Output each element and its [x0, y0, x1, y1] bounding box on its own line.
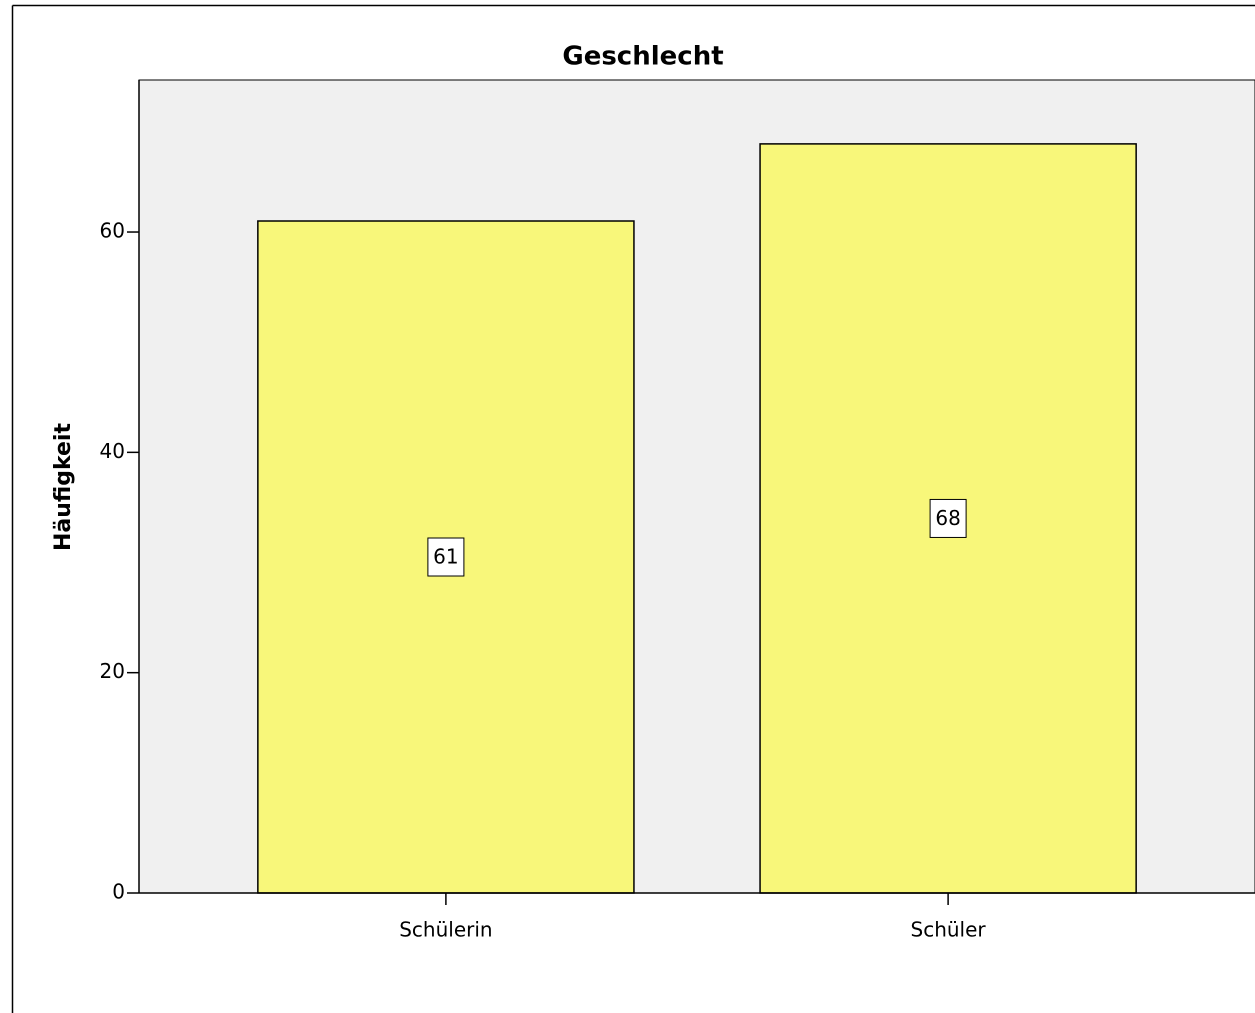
- data-label: 68: [935, 506, 960, 530]
- bar: [759, 143, 1137, 894]
- data-label: 61: [433, 545, 458, 569]
- data-label-box: [427, 537, 465, 577]
- y-tick-label: 40: [100, 439, 125, 463]
- y-axis-label: Häufigkeit: [51, 423, 76, 551]
- x-tick-label: Schüler: [911, 918, 987, 942]
- chart-title: Geschlecht: [562, 42, 723, 72]
- x-tick-label: Schülerin: [399, 918, 492, 942]
- y-tick-label: 20: [100, 659, 125, 683]
- y-tick-label: 0: [112, 880, 125, 904]
- data-label-box: [929, 498, 967, 538]
- y-tick-label: 60: [100, 219, 125, 243]
